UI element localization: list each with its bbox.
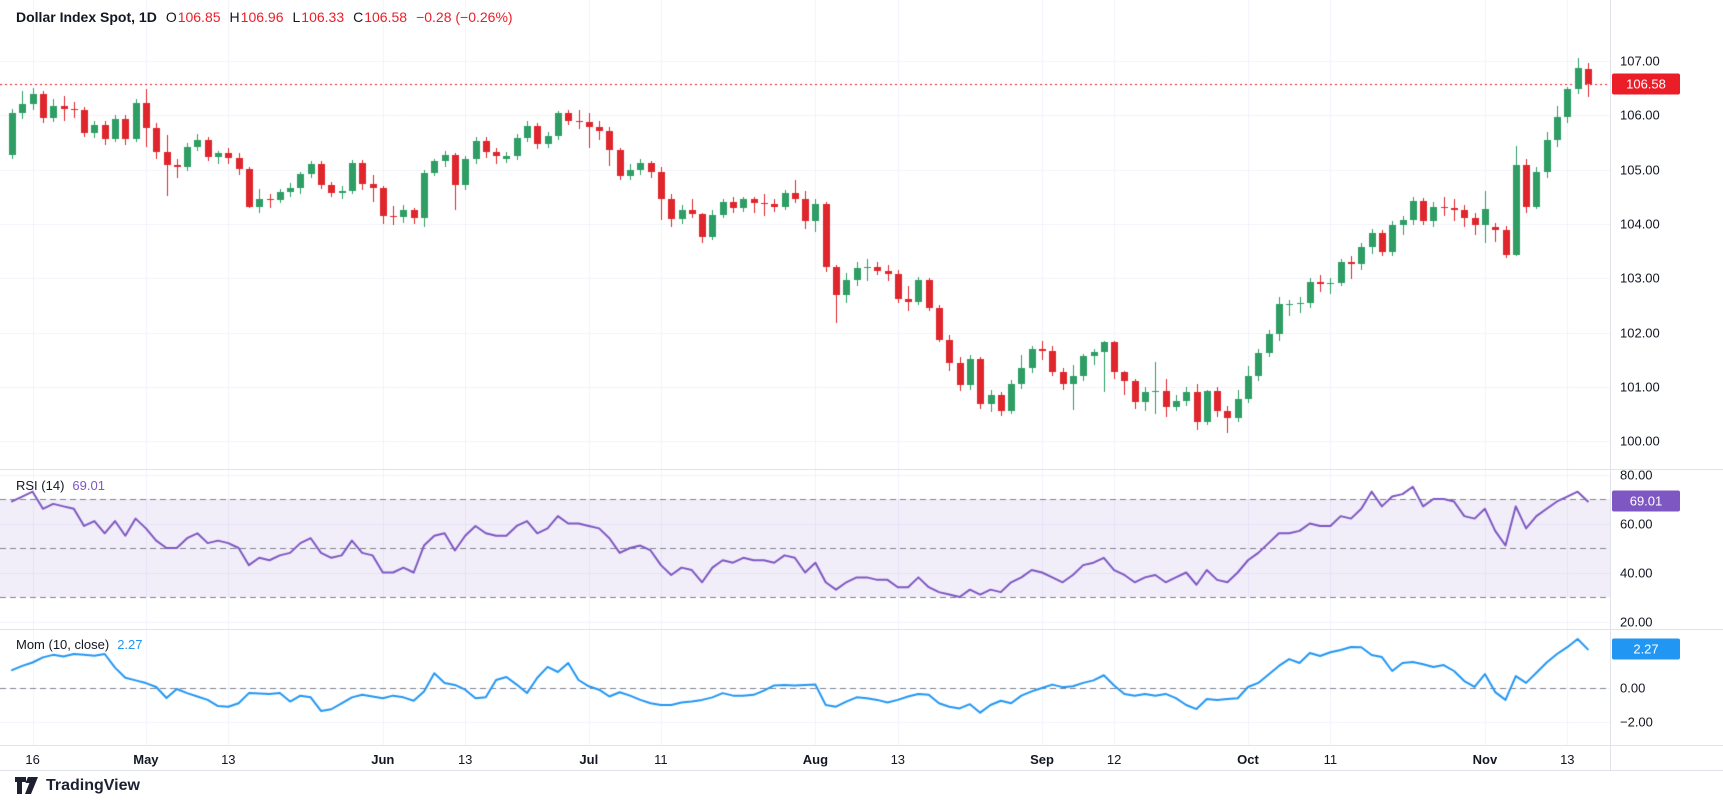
time-tick-May: May bbox=[133, 752, 159, 767]
tradingview-logo-icon bbox=[15, 777, 38, 794]
rsi-tick-60.00: 60.00 bbox=[1620, 516, 1653, 531]
tradingview-logo-text: TradingView bbox=[46, 776, 140, 794]
pane-divider-rsi[interactable] bbox=[0, 469, 1723, 470]
price-tick-103.00: 103.00 bbox=[1620, 270, 1660, 286]
price-tick-101.00: 101.00 bbox=[1620, 379, 1660, 395]
rsi-tick-20.00: 20.00 bbox=[1620, 614, 1653, 629]
price-tick-104.00: 104.00 bbox=[1620, 216, 1660, 232]
time-tick-12: 12 bbox=[1106, 752, 1122, 767]
rsi-value-badge: 69.01 bbox=[1612, 490, 1680, 512]
price-tick-102.00: 102.00 bbox=[1620, 325, 1660, 340]
time-tick-11: 11 bbox=[654, 752, 668, 767]
tradingview-logo[interactable]: TradingView bbox=[14, 776, 140, 795]
mom-legend: Mom (10, close) 2.27 bbox=[16, 637, 143, 652]
price-axis-border bbox=[1610, 0, 1611, 770]
price-chart-canvas[interactable] bbox=[0, 0, 1610, 745]
price-tick-105.00: 105.00 bbox=[1620, 162, 1660, 178]
rsi-tick-40.00: 40.00 bbox=[1620, 565, 1653, 580]
time-tick-Sep: Sep bbox=[1030, 752, 1054, 767]
pane-divider-mom[interactable] bbox=[0, 629, 1723, 630]
symbol-legend: Dollar Index Spot, 1D O106.85 H106.96 L1… bbox=[16, 9, 513, 25]
close-readout: C106.58 bbox=[353, 9, 408, 25]
price-tick-106.00: 106.00 bbox=[1620, 107, 1660, 123]
price-tick-107.00: 107.00 bbox=[1620, 53, 1660, 69]
time-tick-Jun: Jun bbox=[371, 752, 395, 767]
time-tick-13: 13 bbox=[890, 752, 906, 767]
change-readout: −0.28 (−0.26%) bbox=[416, 9, 513, 25]
rsi-tick-80.00: 80.00 bbox=[1620, 467, 1653, 482]
rsi-value: 69.01 bbox=[72, 478, 105, 493]
time-tick-Aug: Aug bbox=[802, 752, 829, 767]
time-axis-border bbox=[0, 745, 1723, 746]
mom-tick-−2.00: −2.00 bbox=[1620, 714, 1653, 730]
rsi-legend: RSI (14) 69.01 bbox=[16, 478, 105, 493]
time-tick-13: 13 bbox=[1560, 752, 1575, 767]
mom-name[interactable]: Mom (10, close) bbox=[16, 637, 110, 652]
time-tick-Oct: Oct bbox=[1237, 752, 1259, 767]
chart-frame-bottom bbox=[0, 770, 1723, 771]
mom-value: 2.27 bbox=[117, 637, 143, 652]
mom-value-badge: 2.27 bbox=[1612, 638, 1680, 660]
last-price-badge: 106.58 bbox=[1612, 73, 1680, 95]
price-tick-100.00: 100.00 bbox=[1620, 433, 1660, 449]
low-readout: L106.33 bbox=[292, 9, 345, 25]
time-tick-Nov: Nov bbox=[1472, 752, 1498, 767]
time-tick-13: 13 bbox=[221, 752, 236, 767]
rsi-name[interactable]: RSI (14) bbox=[16, 478, 65, 493]
time-tick-16: 16 bbox=[25, 752, 40, 767]
symbol-title[interactable]: Dollar Index Spot, 1D bbox=[16, 9, 157, 25]
time-tick-11: 11 bbox=[1323, 752, 1338, 767]
time-tick-Jul: Jul bbox=[579, 752, 599, 767]
high-readout: H106.96 bbox=[229, 9, 284, 25]
open-readout: O106.85 bbox=[165, 9, 221, 25]
mom-tick-0.00: 0.00 bbox=[1620, 680, 1646, 696]
time-tick-13: 13 bbox=[457, 752, 473, 767]
